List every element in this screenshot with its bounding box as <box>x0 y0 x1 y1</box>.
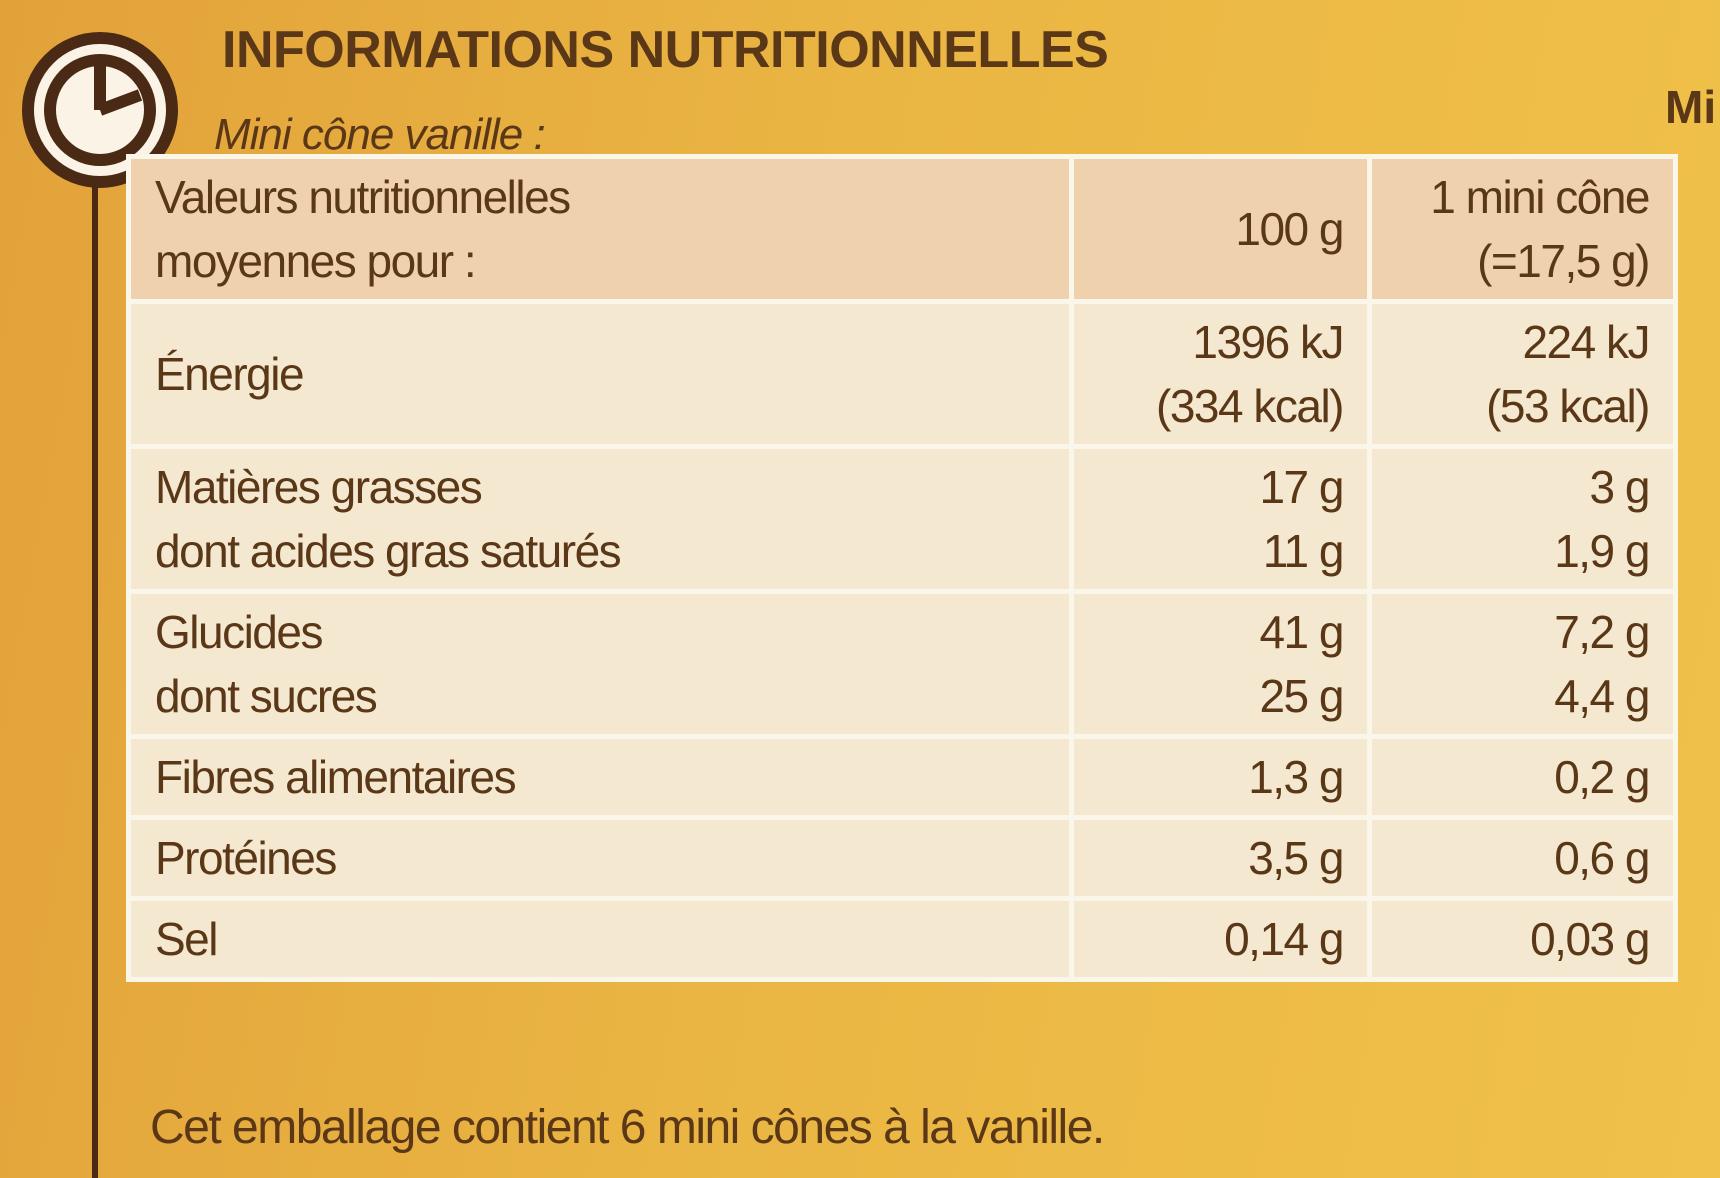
cell-line: 11 g <box>1262 525 1345 577</box>
nutrition-table: Valeurs nutritionnelles moyennes pour : 10… <box>126 154 1678 982</box>
table-row: Fibres alimentaires 1,3 g 0,2 g <box>126 734 1678 820</box>
side-fragment: Mi <box>1665 81 1717 133</box>
cell-line: (334 kcal) <box>1156 380 1344 432</box>
cell-line: 25 g <box>1259 670 1344 722</box>
table-row: Glucides dont sucres 41 g 25 g 7,2 g 4,4 g <box>126 589 1678 739</box>
cell-line: Glucides <box>155 606 323 658</box>
cell-line: 0,6 g <box>1554 832 1650 884</box>
cell-line: 41 g <box>1259 606 1344 658</box>
cell-line: Sel <box>155 913 218 965</box>
cell: 17 g 11 g <box>1069 444 1372 594</box>
cell-line: 17 g <box>1259 461 1344 513</box>
cell-line: 1 mini cône <box>1430 171 1650 223</box>
cell-line: 0,2 g <box>1554 751 1650 803</box>
cell: Fibres alimentaires <box>126 734 1074 820</box>
cell-line: Énergie <box>155 348 305 400</box>
cell: 0,6 g <box>1367 815 1678 901</box>
cell: 7,2 g 4,4 g <box>1367 589 1678 739</box>
table-row: Matières grasses dont acides gras saturés… <box>126 444 1678 594</box>
table-row: Sel 0,14 g 0,03 g <box>126 896 1678 982</box>
cell-line: 224 kJ <box>1522 316 1650 368</box>
cell-line: 1396 kJ <box>1192 316 1344 368</box>
cell: Glucides dont sucres <box>126 589 1074 739</box>
cell: Valeurs nutritionnelles moyennes pour : <box>126 154 1074 304</box>
cell-line: 0,03 g <box>1530 913 1650 965</box>
cell-line: dont sucres <box>155 670 378 722</box>
cell: 0,2 g <box>1367 734 1678 820</box>
cell: Matières grasses dont acides gras saturés <box>126 444 1074 594</box>
cell-line: 100 g <box>1235 203 1344 255</box>
cell-line: Fibres alimentaires <box>155 751 517 803</box>
cell: 100 g <box>1069 154 1372 304</box>
cell: 41 g 25 g <box>1069 589 1372 739</box>
cell-line: 4,4 g <box>1554 670 1650 722</box>
cell-line: dont acides gras saturés <box>155 525 622 577</box>
clock-icon <box>22 32 178 1178</box>
cell: 0,03 g <box>1367 896 1678 982</box>
cell: 3,5 g <box>1069 815 1372 901</box>
cell: Protéines <box>126 815 1074 901</box>
subtitle: Mini cône vanille : <box>214 110 546 159</box>
table-row: Valeurs nutritionnelles moyennes pour : 10… <box>126 154 1678 304</box>
footer: Cet emballage contient 6 mini cônes à la… <box>150 1101 1105 1154</box>
cell-line: (53 kcal) <box>1486 380 1650 432</box>
cell: 3 g 1,9 g <box>1367 444 1678 594</box>
cell: Énergie <box>126 299 1074 449</box>
cell-line: 7,2 g <box>1554 606 1650 658</box>
cell: 224 kJ (53 kcal) <box>1367 299 1678 449</box>
cell-line: 0,14 g <box>1224 913 1344 965</box>
title: INFORMATIONS NUTRITIONNELLES <box>222 21 1109 79</box>
cell-line: 3 g <box>1589 461 1651 513</box>
cell: 1,3 g <box>1069 734 1372 820</box>
cell: Sel <box>126 896 1074 982</box>
cell: 1 mini cône (=17,5 g) <box>1367 154 1678 304</box>
cell: 1396 kJ (334 kcal) <box>1069 299 1372 449</box>
cell-line: Matières grasses <box>155 461 483 513</box>
cell-line: 3,5 g <box>1248 832 1344 884</box>
cell: 0,14 g <box>1069 896 1372 982</box>
table-row: Protéines 3,5 g 0,6 g <box>126 815 1678 901</box>
table-row: Énergie 1396 kJ (334 kcal) 224 kJ (53 kcal) <box>126 299 1678 449</box>
cell-line: (=17,5 g) <box>1477 235 1650 287</box>
cell-line: 1,9 g <box>1554 525 1650 577</box>
cell-line: 1,3 g <box>1248 751 1344 803</box>
cell-line: Valeurs nutritionnelles <box>155 171 571 223</box>
cell-line: Protéines <box>155 832 337 884</box>
cell-line: moyennes pour : <box>155 235 477 287</box>
